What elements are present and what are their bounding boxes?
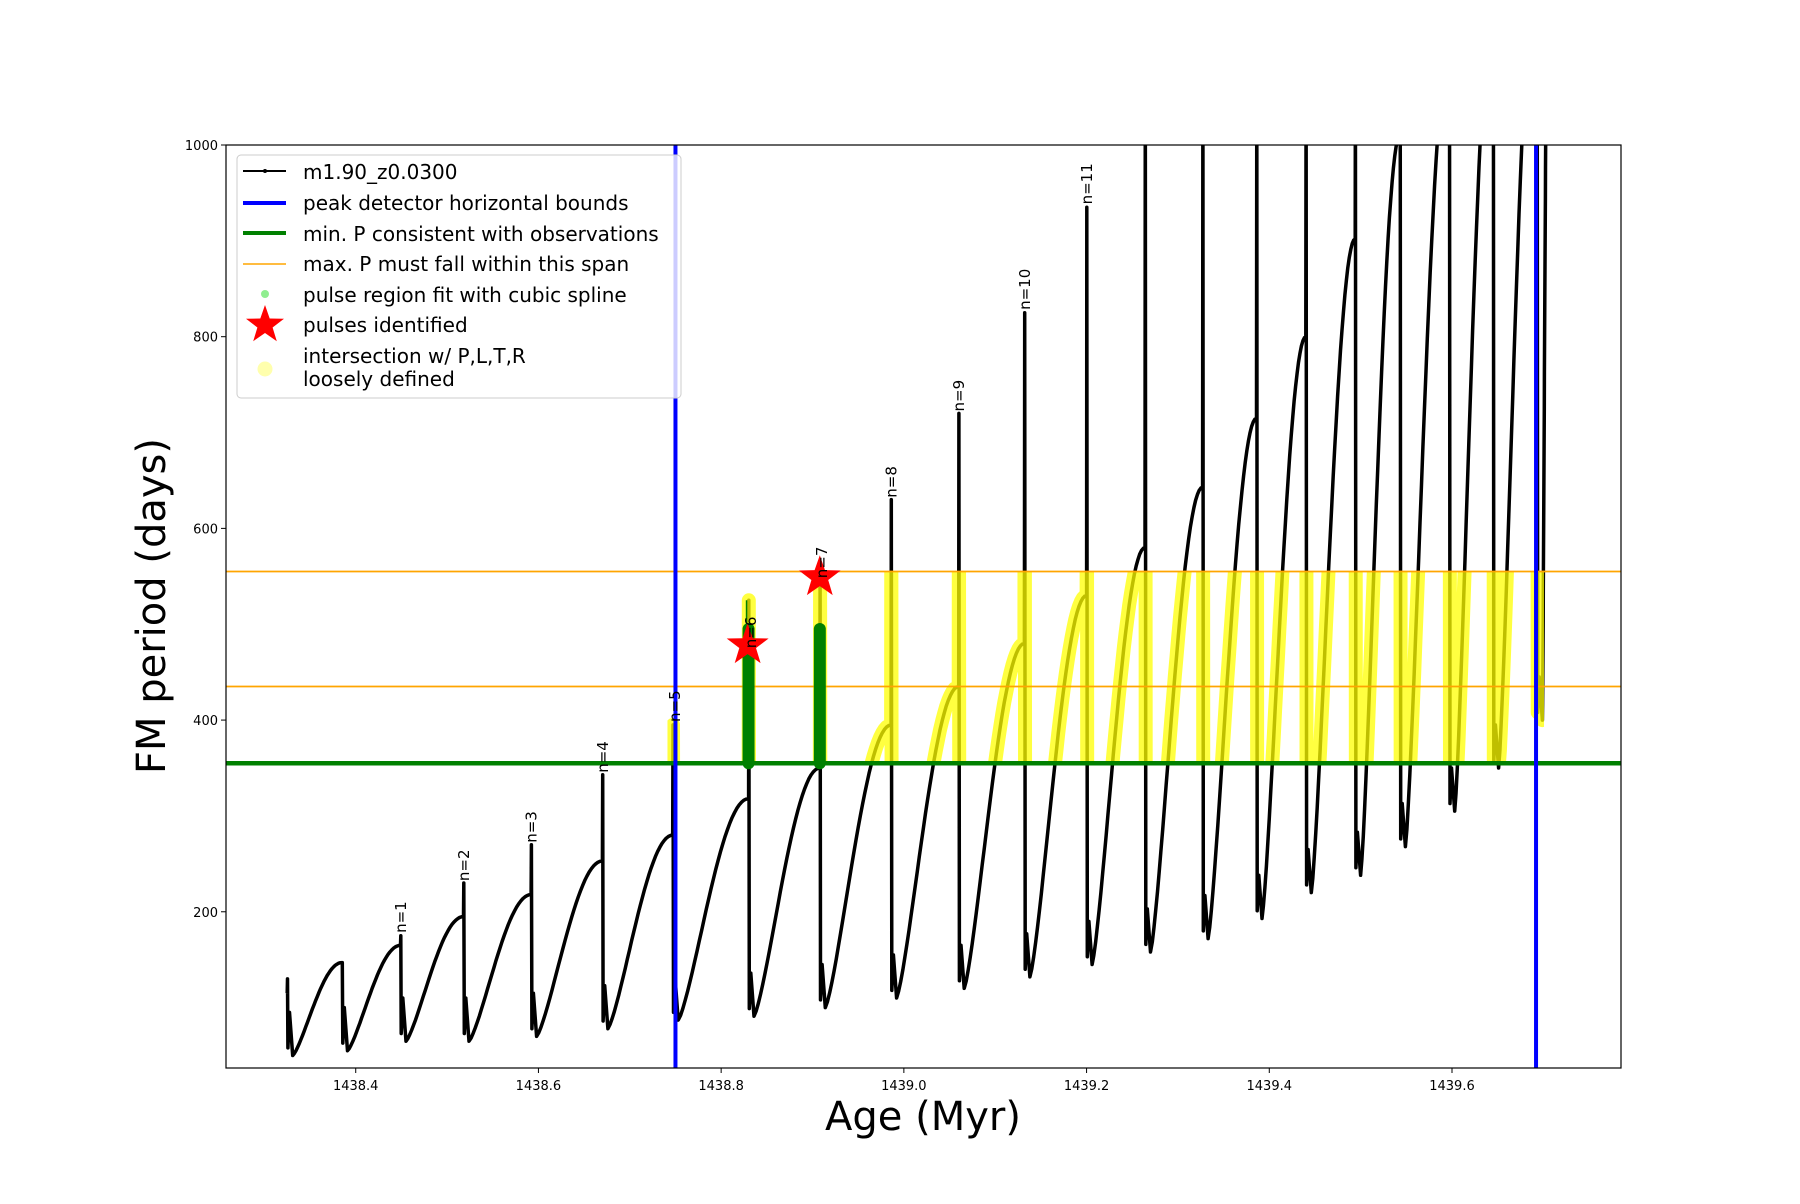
pulse-star-0 xyxy=(726,623,769,664)
legend-label-intersection: intersection w/ P,L,T,R xyxy=(303,344,526,368)
x-tick-label: 1438.4 xyxy=(333,1079,379,1094)
annotation-n=5: n=5 xyxy=(666,690,684,722)
x-tick-label: 1438.6 xyxy=(516,1079,562,1094)
x-tick-label: 1439.6 xyxy=(1429,1079,1475,1094)
annotation-n=7: n=7 xyxy=(813,547,831,579)
annotation-n=11: n=11 xyxy=(1078,163,1096,204)
x-tick-label: 1439.2 xyxy=(1064,1079,1110,1094)
legend-marker-spline xyxy=(261,290,269,298)
y-tick-label: 800 xyxy=(193,331,218,346)
legend-marker-intersection xyxy=(257,361,273,377)
annotation-n=8: n=8 xyxy=(883,466,901,498)
y-axis: 200 400 600 800 1000 xyxy=(185,139,226,921)
x-tick-label: 1438.8 xyxy=(698,1079,744,1094)
annotation-n=4: n=4 xyxy=(594,741,612,773)
axes-frame xyxy=(225,144,1622,1069)
intersection-region xyxy=(667,571,1545,764)
legend-star-icon xyxy=(246,305,284,342)
legend-label-model: m1.90_z0.0300 xyxy=(303,160,458,184)
annotation-n=3: n=3 xyxy=(523,811,541,843)
legend-label-spline: pulse region fit with cubic spline xyxy=(303,283,627,307)
annotation-n=6: n=6 xyxy=(742,617,760,649)
annotation-n=9: n=9 xyxy=(950,380,968,412)
legend-label-intersection-2: loosely defined xyxy=(303,367,455,391)
x-axis-label: Age (Myr) xyxy=(825,1094,1021,1140)
legend-marker-model xyxy=(263,169,267,173)
annotation-n=10: n=10 xyxy=(1016,269,1034,310)
legend-label-bounds: peak detector horizontal bounds xyxy=(303,191,629,215)
x-axis: 1438.4 1438.6 1438.8 1439.0 1439.2 1439.4 1439… xyxy=(333,1068,1475,1094)
annotation-n=1: n=1 xyxy=(392,901,410,933)
y-tick-label: 200 xyxy=(193,906,218,921)
pulse-star-1 xyxy=(798,555,841,596)
legend-label-max-p: max. P must fall within this span xyxy=(303,252,629,276)
x-tick-label: 1439.4 xyxy=(1247,1079,1293,1094)
y-tick-label: 400 xyxy=(193,714,218,729)
legend-label-pulses: pulses identified xyxy=(303,313,468,337)
plot-area: n=1 n=2 n=3 n=4 n=5 n=6 n=7 n=8 n=9 n=10 n=11 xyxy=(226,145,1621,1068)
x-tick-label: 1439.0 xyxy=(881,1079,927,1094)
legend-box xyxy=(236,154,682,399)
y-tick-label: 600 xyxy=(193,522,218,537)
legend: m1.90_z0.0300 peak detector horizontal b… xyxy=(236,154,682,399)
annotation-n=2: n=2 xyxy=(455,849,473,881)
y-axis-label: FM period (days) xyxy=(129,438,175,774)
legend-label-min-p: min. P consistent with observations xyxy=(303,222,659,246)
y-tick-label: 1000 xyxy=(185,139,218,154)
